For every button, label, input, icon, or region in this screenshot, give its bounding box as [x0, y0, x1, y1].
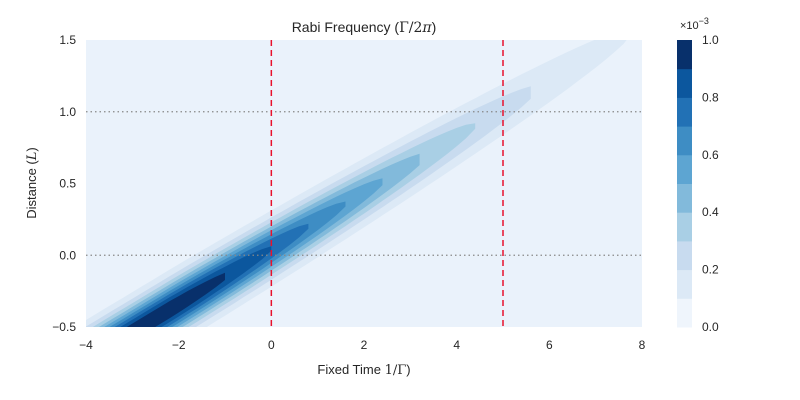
- y-tick-label: 1.0: [59, 105, 76, 119]
- colorbar-segment-3: [677, 212, 692, 242]
- contour-level-8: [120, 246, 272, 327]
- y-axis-label: Distance (L): [24, 147, 40, 219]
- colorbar: [677, 40, 692, 328]
- y-tick-label: 1.5: [59, 33, 76, 47]
- colorbar-ticks: 0.0 0.2 0.4 0.6 0.8 1.0: [702, 33, 719, 334]
- x-tick-label: −2: [172, 338, 186, 352]
- y-tick-label: 0.0: [59, 248, 76, 262]
- x-tick-label: 4: [453, 338, 460, 352]
- x-tick-label: 6: [546, 338, 553, 352]
- colorbar-segment-6: [677, 126, 692, 156]
- x-tick-label: 8: [639, 338, 646, 352]
- colorbar-tick-label: 0.0: [702, 320, 719, 334]
- x-tick-label: 0: [268, 338, 275, 352]
- y-tick-label: 0.5: [59, 177, 76, 191]
- colorbar-segment-7: [677, 97, 692, 127]
- y-tick-label: −0.5: [52, 320, 76, 334]
- colorbar-tick-label: 0.4: [702, 205, 719, 219]
- x-tick-label: −4: [79, 338, 93, 352]
- chart-title: Rabi Frequency (Γ/2π): [292, 19, 437, 36]
- colorbar-segment-2: [677, 240, 692, 271]
- plot-area: [86, 40, 642, 327]
- colorbar-segment-8: [677, 68, 692, 98]
- colorbar-segment-1: [677, 269, 692, 299]
- colorbar-tick-label: 0.8: [702, 90, 719, 104]
- colorbar-segment-5: [677, 154, 692, 184]
- colorbar-offset-label: ×10−3: [680, 16, 709, 32]
- x-tick-label: 2: [361, 338, 368, 352]
- y-axis-ticks: −0.5 0.0 0.5 1.0 1.5: [52, 33, 76, 334]
- colorbar-segment-4: [677, 183, 692, 213]
- contour-level-9: [126, 272, 225, 327]
- colorbar-tick-label: 0.6: [702, 148, 719, 162]
- colorbar-segment-9: [677, 40, 692, 70]
- colorbar-segment-0: [677, 298, 692, 328]
- reference-lines: [86, 40, 642, 327]
- x-axis-ticks: −4 −2 0 2 4 6 8: [79, 338, 646, 352]
- x-axis-label: Fixed Time 1/Γ): [317, 362, 410, 378]
- colorbar-tick-label: 1.0: [702, 33, 719, 47]
- colorbar-tick-label: 0.2: [702, 263, 719, 277]
